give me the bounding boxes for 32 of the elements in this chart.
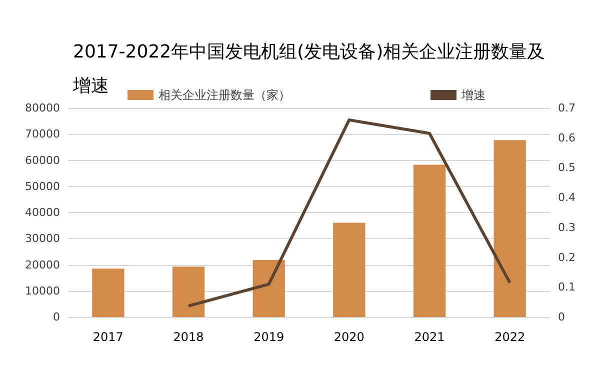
y2-tick-label: 0.6 <box>558 131 576 144</box>
y-tick-label: 50000 <box>25 180 60 193</box>
x-tick-label: 2020 <box>334 330 364 344</box>
y-tick-label: 40000 <box>25 206 60 219</box>
y-tick-label: 10000 <box>25 284 60 298</box>
y2-tick-label: 0.1 <box>558 280 576 294</box>
x-tick-label: 2017 <box>92 330 124 344</box>
y2-tick-label: 0.3 <box>558 220 576 234</box>
bar <box>333 222 366 317</box>
y-tick-label: 80000 <box>25 102 60 114</box>
line-series <box>187 118 512 308</box>
y2-tick-label: 0 <box>558 310 565 324</box>
bar <box>413 164 446 317</box>
bar <box>252 260 285 317</box>
x-tick-label: 2021 <box>414 330 445 344</box>
y2-tick-label: 0.2 <box>558 250 576 264</box>
legend-label: 增速 <box>460 88 486 102</box>
x-tick-label: 2022 <box>494 330 526 344</box>
bar <box>172 266 205 317</box>
y2-tick-label: 0.4 <box>558 191 576 204</box>
legend-label: 相关企业注册数量（家） <box>158 88 290 102</box>
y-tick-label: 70000 <box>25 128 60 141</box>
x-tick-label: 2019 <box>254 330 284 344</box>
y-tick-label: 30000 <box>25 232 60 246</box>
bar <box>494 140 526 317</box>
bar <box>92 268 124 317</box>
y2-tick-label: 0.5 <box>558 161 576 174</box>
x-tick-label: 2018 <box>173 330 204 344</box>
y-tick-label: 20000 <box>25 258 60 272</box>
y-tick-label: 0 <box>53 310 60 324</box>
y2-tick-label: 0.7 <box>558 102 576 114</box>
y-tick-label: 60000 <box>25 154 60 167</box>
